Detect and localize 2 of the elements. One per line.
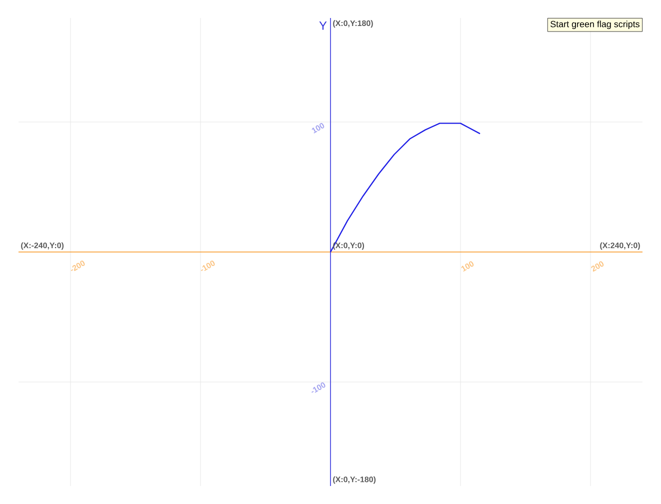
annotation: Start green flag scripts bbox=[550, 20, 640, 30]
y-axis-title: Y bbox=[319, 22, 327, 30]
